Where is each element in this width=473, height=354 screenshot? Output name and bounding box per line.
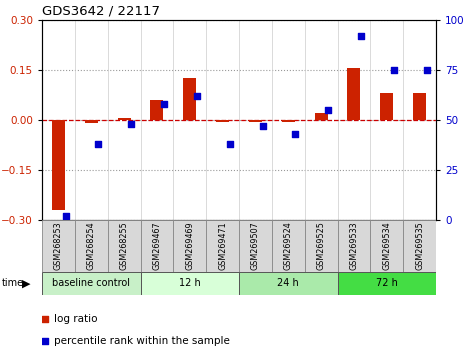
Point — [259, 123, 266, 129]
Bar — [206, 220, 239, 272]
Point — [62, 213, 70, 219]
Bar — [150, 100, 164, 120]
Text: 24 h: 24 h — [277, 279, 299, 289]
Text: GSM268255: GSM268255 — [120, 222, 129, 270]
Text: percentile rank within the sample: percentile rank within the sample — [54, 336, 230, 346]
Text: GSM269471: GSM269471 — [218, 222, 227, 270]
Text: ▶: ▶ — [22, 279, 30, 289]
Text: 72 h: 72 h — [376, 279, 398, 289]
Text: time: time — [2, 279, 24, 289]
Bar — [338, 220, 370, 272]
Bar — [347, 68, 360, 120]
Point — [95, 141, 102, 147]
Text: GSM269534: GSM269534 — [382, 222, 391, 270]
Bar — [85, 120, 98, 123]
Bar — [42, 272, 140, 295]
Point — [201, 38, 209, 44]
Bar — [42, 220, 75, 272]
Bar — [272, 220, 305, 272]
Point — [358, 33, 365, 39]
Bar — [117, 118, 131, 120]
Bar — [183, 78, 196, 120]
Point — [160, 101, 168, 107]
Bar — [380, 93, 394, 120]
Bar — [75, 220, 108, 272]
Text: log ratio: log ratio — [54, 314, 98, 324]
Text: GSM269535: GSM269535 — [415, 222, 424, 270]
Bar — [338, 272, 436, 295]
Bar — [140, 220, 173, 272]
Bar — [249, 120, 262, 122]
Text: GSM269533: GSM269533 — [350, 222, 359, 270]
Text: GSM269507: GSM269507 — [251, 222, 260, 270]
Bar — [315, 113, 328, 120]
Bar — [216, 120, 229, 122]
Point — [226, 141, 234, 147]
Text: GSM269467: GSM269467 — [152, 222, 161, 270]
Point — [324, 107, 332, 113]
Text: baseline control: baseline control — [52, 279, 130, 289]
Bar — [413, 93, 426, 120]
Point — [292, 131, 299, 137]
Bar — [140, 272, 239, 295]
Bar — [282, 120, 295, 122]
Point — [390, 67, 398, 73]
Bar — [239, 220, 272, 272]
Text: 12 h: 12 h — [179, 279, 201, 289]
Bar — [370, 220, 403, 272]
Text: GSM269525: GSM269525 — [316, 222, 325, 270]
Bar — [108, 220, 140, 272]
Bar — [403, 220, 436, 272]
Point — [128, 121, 135, 127]
Bar — [173, 220, 206, 272]
Text: GSM268253: GSM268253 — [54, 222, 63, 270]
Bar — [52, 120, 65, 210]
Bar — [305, 220, 338, 272]
Text: GSM268254: GSM268254 — [87, 222, 96, 270]
Point — [423, 67, 430, 73]
Text: GSM269469: GSM269469 — [185, 222, 194, 270]
Text: GSM269524: GSM269524 — [284, 222, 293, 270]
Point — [201, 243, 209, 249]
Point — [193, 93, 201, 99]
Bar — [239, 272, 338, 295]
Text: GDS3642 / 22117: GDS3642 / 22117 — [42, 5, 160, 18]
